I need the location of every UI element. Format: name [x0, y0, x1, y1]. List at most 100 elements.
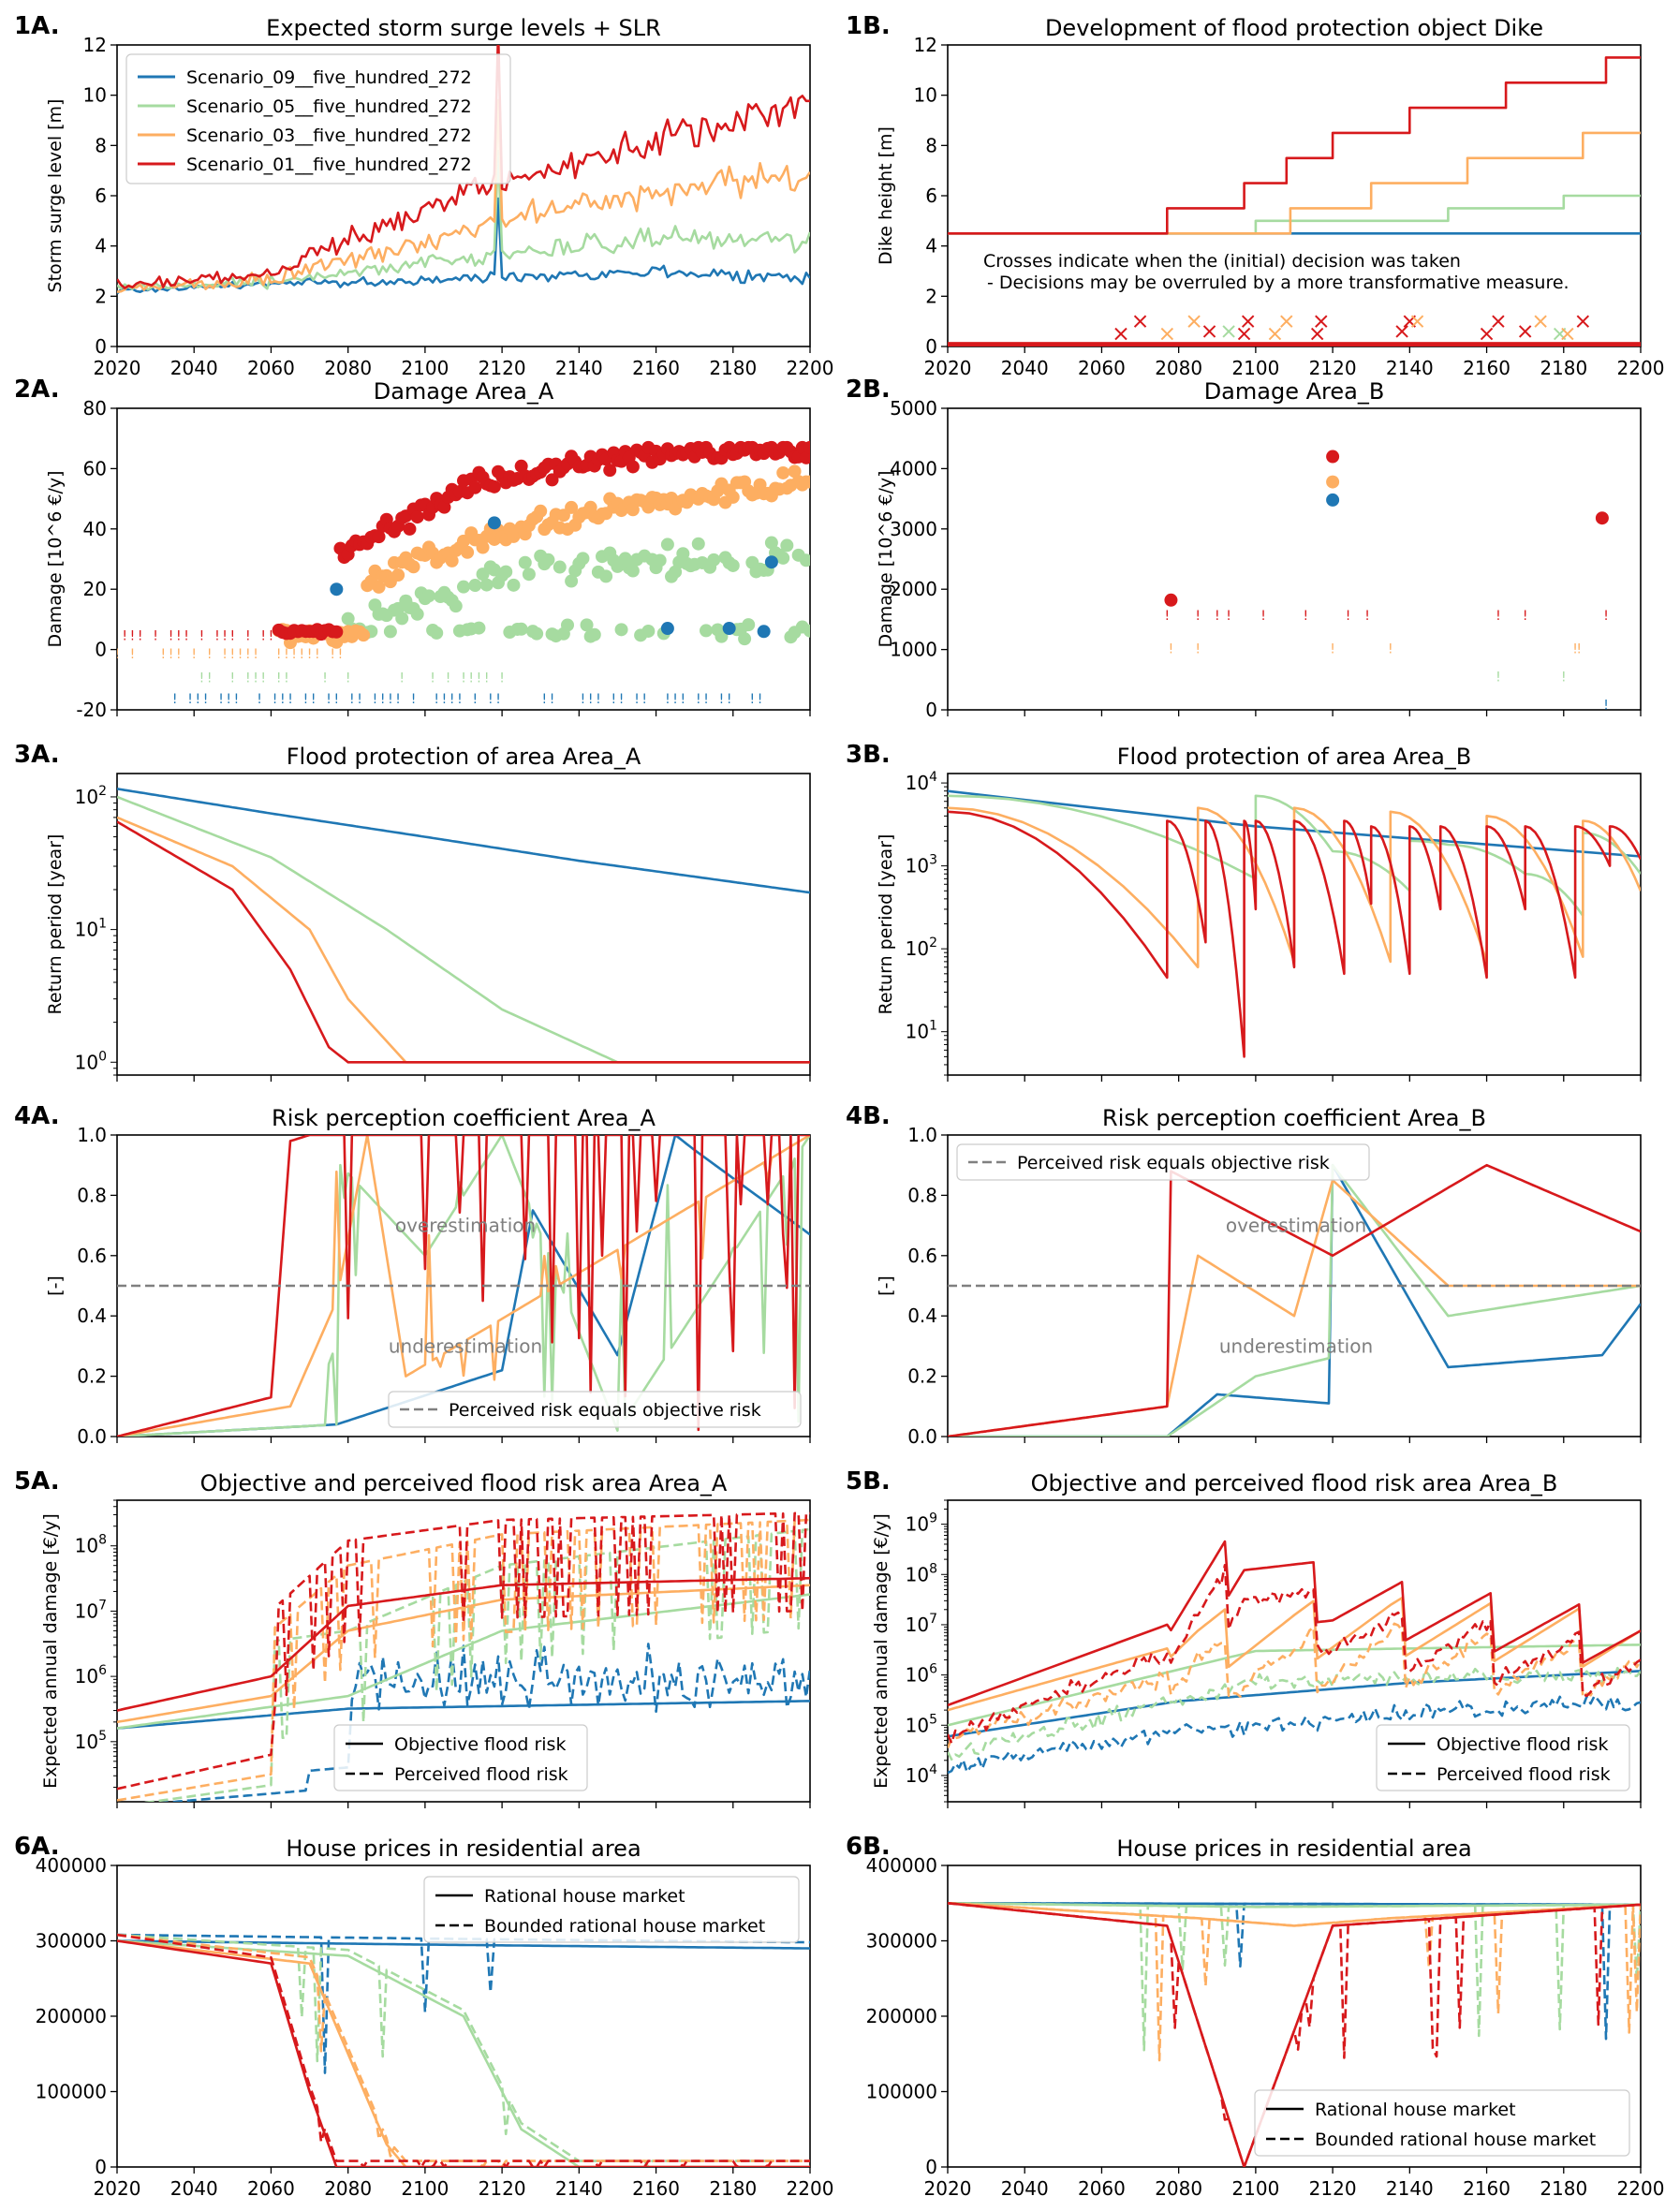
damage-point	[445, 553, 459, 567]
x-tick-label: 2120	[479, 2177, 526, 2200]
plot-area	[948, 789, 1641, 1058]
y-axis-label: Dike height [m]	[876, 126, 896, 265]
damage-point	[641, 624, 656, 638]
event-marker: !	[1226, 609, 1231, 624]
decision-cross-marker	[1492, 315, 1505, 328]
damage-point	[803, 440, 810, 454]
y-tick-label: 80	[83, 397, 107, 420]
plot-area	[117, 1511, 810, 1802]
x-tick-label: 2060	[247, 2177, 295, 2200]
damage-point	[468, 480, 482, 494]
damage-point	[457, 580, 470, 594]
event-marker: !	[434, 692, 439, 707]
series-line	[117, 45, 810, 289]
damage-point	[410, 607, 424, 621]
series-line-bounded	[948, 1902, 1641, 2041]
damage-point	[476, 540, 490, 554]
event-marker: !	[461, 671, 466, 686]
y-tick-label: 0	[95, 335, 107, 358]
legend-label: Rational house market	[484, 1886, 685, 1907]
y-tick-label: 0.0	[907, 1425, 937, 1448]
damage-point	[614, 623, 628, 637]
event-marker: !	[230, 671, 236, 686]
y-tick-label: 106	[75, 1663, 107, 1688]
damage-point	[507, 578, 521, 592]
damage-point	[383, 625, 397, 639]
event-marker: !	[357, 692, 362, 707]
y-tick-label: 0.6	[77, 1245, 107, 1267]
event-marker: !	[1195, 642, 1201, 657]
series-line	[117, 197, 810, 295]
event-marker: !	[245, 647, 251, 662]
decision-cross-marker	[1395, 325, 1408, 338]
y-tick-label: 8	[925, 134, 937, 156]
event-marker: !	[207, 671, 213, 686]
decision-cross-marker	[1576, 315, 1590, 328]
legend-label: Perceived flood risk	[1437, 1764, 1611, 1785]
y-tick-label: 0.2	[907, 1365, 937, 1388]
series-line-objective	[117, 1584, 810, 1724]
event-marker: !	[230, 647, 236, 662]
damage-point	[430, 626, 444, 640]
x-tick-label: 2040	[170, 2177, 218, 2200]
event-marker: !	[226, 692, 231, 707]
x-tick-label: 2160	[632, 357, 680, 379]
panel-label: 6B.	[846, 1833, 891, 1861]
series-line	[948, 806, 1641, 969]
panel-4b: 4B. Risk perception coefficient Area_B [-]…	[846, 1102, 1642, 1448]
y-tick-label: 103	[906, 853, 937, 877]
series-line-perceived	[117, 1511, 810, 1791]
y-tick-label: 200000	[36, 2005, 107, 2027]
x-tick-label: 2200	[1617, 2177, 1665, 2200]
event-marker: !	[499, 671, 505, 686]
event-marker: !	[1330, 642, 1335, 657]
damage-point	[722, 622, 736, 636]
y-tick-label: 0	[925, 335, 937, 358]
y-axis-label: [-]	[45, 1275, 66, 1296]
panel-title: Objective and perceived flood risk area …	[200, 1470, 728, 1496]
damage-point	[479, 578, 494, 592]
event-marker: !	[641, 692, 647, 707]
event-marker: !	[550, 692, 555, 707]
panel-label: 4B.	[846, 1102, 891, 1130]
panel-title: Risk perception coefficient Area_B	[1102, 1105, 1486, 1131]
damage-point	[410, 510, 424, 524]
decision-cross-marker	[1237, 327, 1251, 341]
series-line-perceived	[948, 1666, 1641, 1761]
event-marker: !	[169, 629, 174, 644]
series-line-bounded	[948, 1902, 1641, 2062]
panel-3b: 3B. Flood protection of area Area_B Return…	[846, 741, 1642, 1082]
damage-point	[403, 522, 417, 536]
event-marker: !	[1561, 670, 1567, 685]
damage-point	[764, 536, 778, 550]
legend-label: Objective flood risk	[1437, 1734, 1608, 1755]
damage-point	[449, 599, 463, 613]
y-tick-label: 104	[906, 1762, 937, 1787]
damage-point	[530, 626, 544, 641]
series-line-rational	[117, 1939, 810, 2167]
series-line-perceived	[948, 1694, 1641, 1775]
event-marker: !	[300, 647, 305, 662]
event-marker: !	[122, 629, 127, 644]
event-marker: !	[703, 692, 709, 707]
x-tick-label: 2120	[1309, 357, 1357, 379]
y-tick-label: 101	[906, 1019, 937, 1043]
series-line-bounded	[117, 1933, 810, 2167]
y-tick-label: 6	[95, 184, 107, 207]
event-marker: !	[214, 629, 220, 644]
panel-title: House prices in residential area	[1116, 1835, 1471, 1862]
y-tick-label: 3000	[890, 518, 937, 540]
decision-cross-marker	[1534, 315, 1547, 328]
y-tick-label: 101	[75, 917, 107, 941]
legend-box	[423, 1876, 800, 1943]
panel-2b: 2B. Damage Area_B Damage [10^6 €/y] 0 1000 20…	[846, 376, 1642, 721]
event-marker: !	[696, 692, 701, 707]
series-line-objective	[948, 1540, 1641, 1707]
decision-cross-marker	[1160, 327, 1174, 341]
damage-point	[576, 552, 590, 566]
y-tick-label: 2000	[890, 578, 937, 600]
series-line-rational	[117, 1939, 810, 2167]
event-marker: !	[287, 692, 293, 707]
event-marker: !	[758, 692, 763, 707]
y-tick-label: 200000	[866, 2005, 937, 2027]
